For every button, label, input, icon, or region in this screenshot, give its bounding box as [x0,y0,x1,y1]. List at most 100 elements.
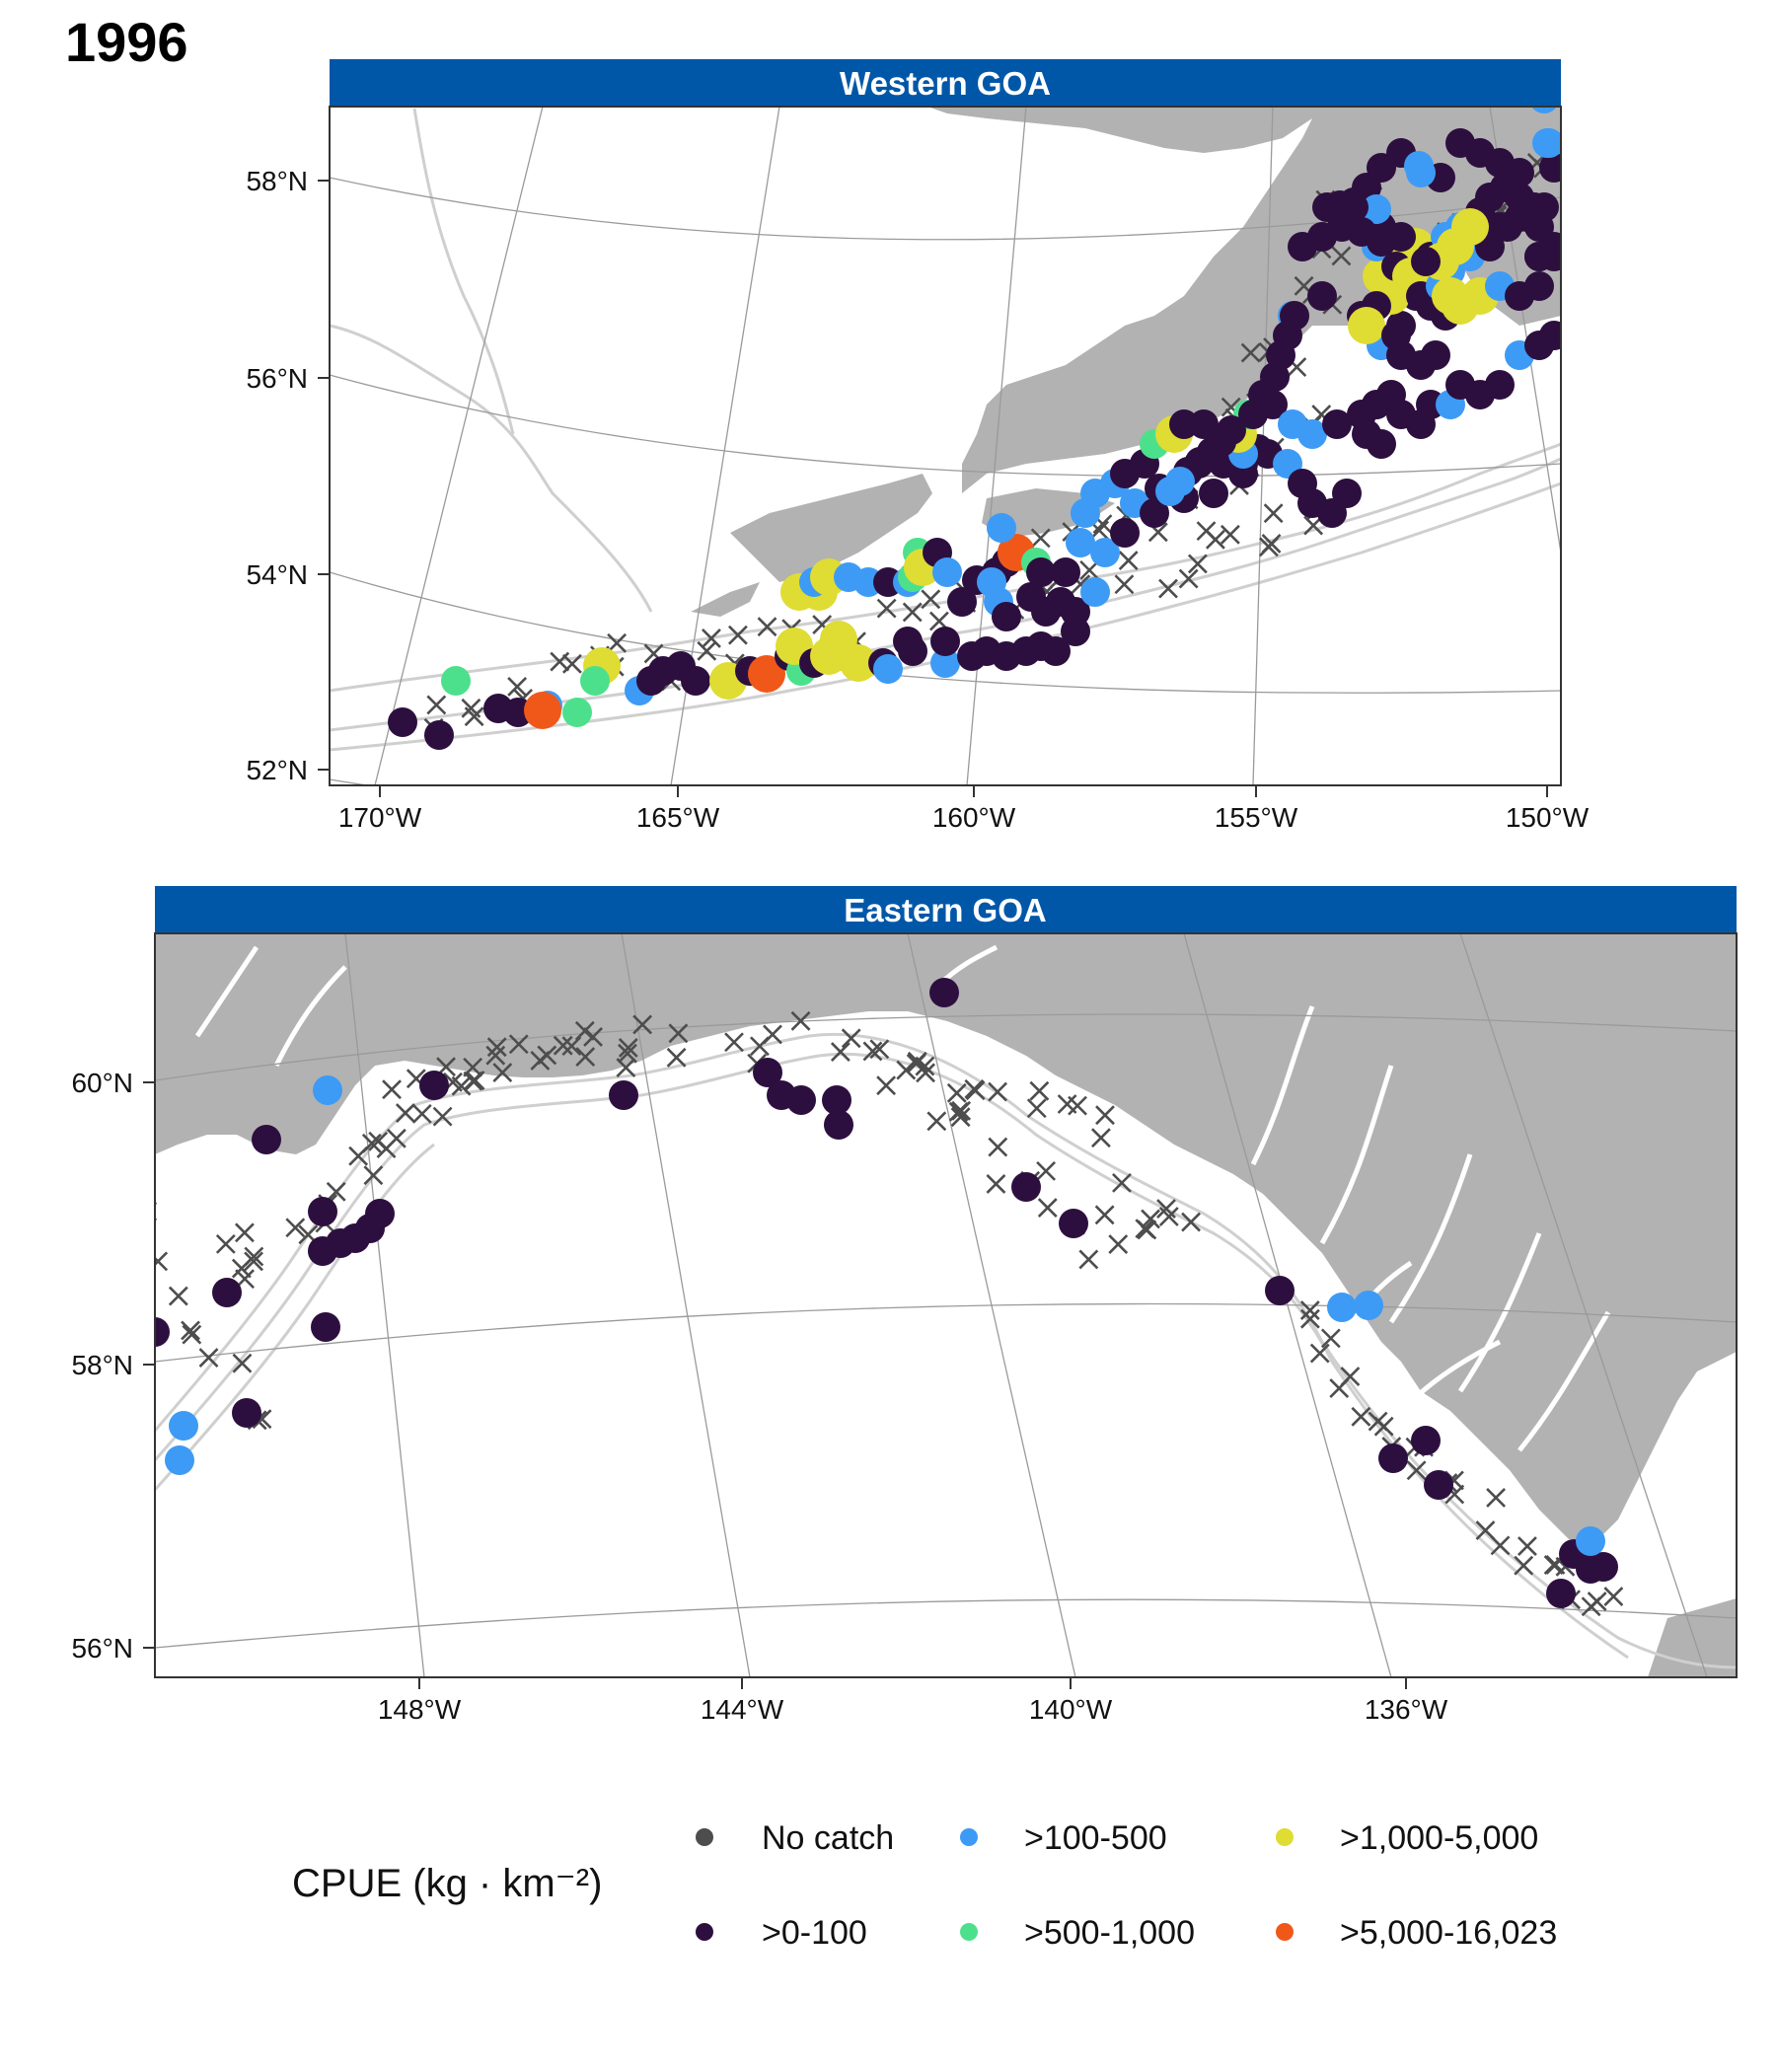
e-lon-label: 144°W [701,1694,784,1725]
w-lon-label: 155°W [1215,802,1298,833]
station-catch [424,720,454,750]
station-catch [1589,1552,1618,1582]
e-lat-label: 58°N [71,1350,133,1380]
station-catch [388,707,417,737]
w-lat-label: 58°N [246,166,308,196]
station-catch [1424,1470,1453,1500]
station-catch [1110,518,1140,548]
station-catch [1011,1172,1041,1202]
w-lat-label: 56°N [246,363,308,394]
station-catch [308,1197,337,1226]
station-catch [1539,321,1561,350]
station-catch [1059,1209,1088,1238]
station-catch [1155,477,1185,506]
station-catch [1080,577,1110,607]
station-catch [1348,307,1385,344]
station-catch [1546,1579,1576,1608]
station-catch [1411,247,1441,276]
station-catch [1531,107,1557,113]
station-catch [1421,340,1450,370]
legend-label: No catch [762,1819,894,1857]
e-lat-label: 60°N [71,1068,133,1098]
station-catch [1404,151,1434,181]
station-catch [1238,400,1268,429]
legend-key-1000-5000 [1276,1828,1294,1846]
station-catch [748,655,785,693]
station-catch [169,1411,198,1441]
station-catch [1524,212,1554,242]
eastern-y-axis [143,1081,155,1649]
w-lat-label: 52°N [246,755,308,785]
station-catch [1532,128,1561,158]
year-title: 1996 [65,11,188,73]
eastern-strip [155,886,1737,933]
station-catch [1576,1526,1605,1556]
station-catch [1090,538,1120,567]
legend-label: >500-1,000 [1024,1914,1195,1952]
station-catch [681,666,710,696]
legend-label: >1,000-5,000 [1340,1819,1538,1857]
station-catch [947,587,977,617]
station-catch [1539,153,1561,183]
station-catch [1026,557,1056,587]
station-catch [1307,281,1337,311]
western-stations [388,107,1561,750]
e-lon-label: 148°W [378,1694,462,1725]
station-catch [365,1199,395,1228]
station-catch [1411,1426,1441,1455]
w-lon-label: 170°W [338,802,422,833]
station-no-catch [155,1201,158,1222]
w-lat-label: 54°N [246,559,308,590]
eastern-panel: Eastern GOA [71,886,1738,1725]
station-catch [822,1085,851,1115]
station-catch [1322,409,1352,439]
eastern-stations [127,978,1624,1617]
legend-label: >100-500 [1024,1819,1167,1857]
western-panel-title: Western GOA [840,65,1051,102]
western-strip [330,59,1561,107]
station-catch [1524,242,1554,271]
station-catch [1367,429,1396,459]
station-catch [580,666,610,696]
station-catch [212,1278,242,1307]
station-catch [1362,194,1391,224]
station-no-catch [127,1189,145,1207]
station-catch [1061,597,1090,627]
legend-key-500-1000 [960,1923,978,1941]
legend-key-no-catch [696,1828,713,1846]
w-lon-label: 160°W [932,802,1016,833]
station-catch [1199,479,1228,508]
legend-key-5000-plus [1276,1923,1294,1941]
w-lon-label: 150°W [1506,802,1590,833]
station-catch [1386,222,1416,252]
station-catch [1140,498,1169,528]
station-catch [1297,419,1327,449]
station-catch [311,1312,340,1342]
legend-key-100-500 [960,1828,978,1846]
station-catch [1265,1276,1295,1305]
station-catch [313,1075,342,1105]
station-catch [930,648,960,678]
station-catch [992,602,1021,631]
station-catch [898,636,927,666]
station-catch [753,1058,782,1087]
station-catch [232,1398,261,1428]
station-catch [155,1317,170,1347]
station-catch [786,1085,816,1115]
station-catch [1485,370,1515,400]
station-catch [165,1445,194,1475]
station-catch [840,644,877,682]
station-catch [932,557,962,587]
station-catch [441,666,471,696]
station-catch [1432,277,1469,315]
station-catch [252,1125,281,1154]
station-catch [419,1071,449,1100]
e-lon-label: 136°W [1365,1694,1448,1725]
station-catch [1031,597,1061,627]
w-lon-label: 165°W [636,802,720,833]
station-catch [562,698,592,727]
eastern-inlets [194,944,1611,1452]
western-x-axis [379,785,1548,797]
station-catch [929,978,959,1007]
